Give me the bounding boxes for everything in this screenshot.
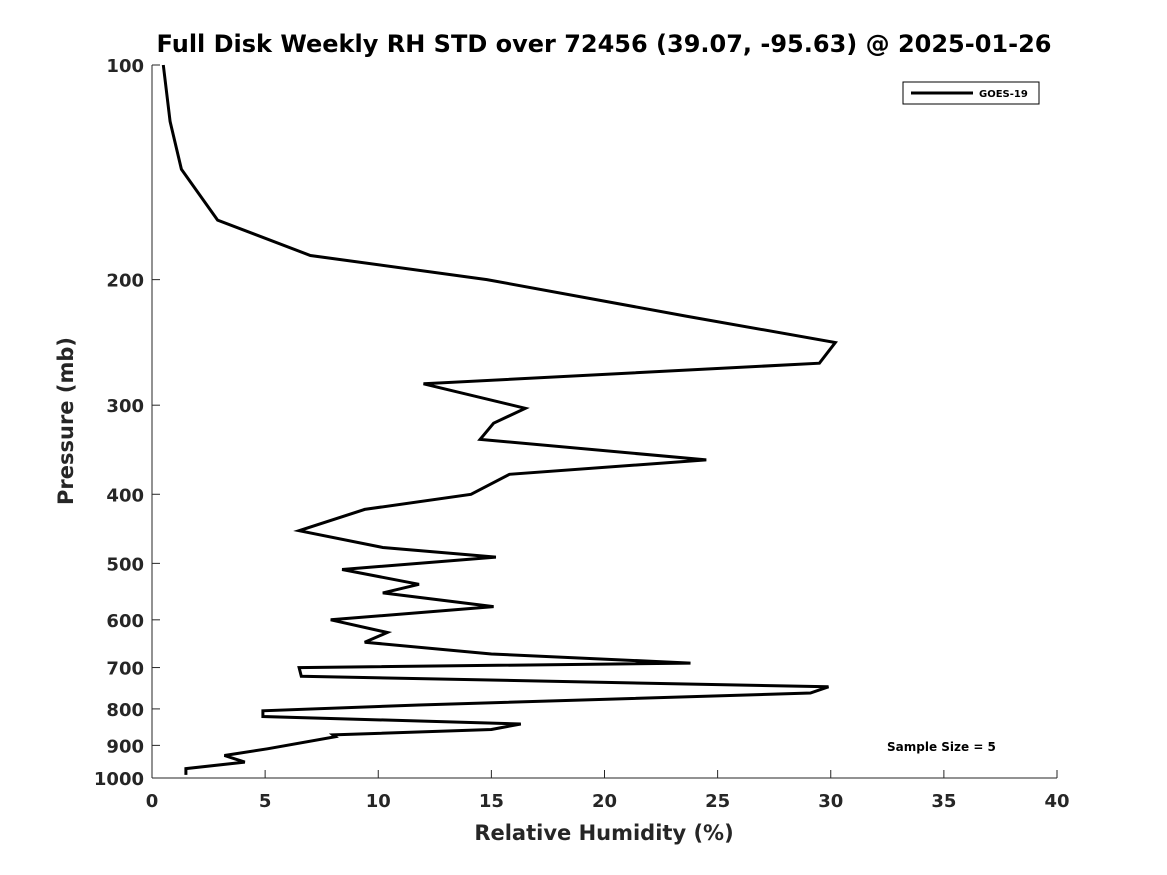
y-tick-label: 700 bbox=[106, 659, 144, 680]
y-tick-label: 900 bbox=[106, 736, 144, 757]
x-tick-label: 30 bbox=[818, 791, 843, 812]
x-tick-label: 20 bbox=[592, 791, 617, 812]
y-tick-label: 800 bbox=[106, 700, 144, 721]
x-tick-label: 15 bbox=[479, 791, 504, 812]
x-tick-label: 40 bbox=[1044, 791, 1069, 812]
y-tick-label: 1000 bbox=[94, 769, 144, 790]
y-axis-label: Pressure (mb) bbox=[54, 337, 78, 505]
series-line-goes-19 bbox=[161, 64, 838, 775]
y-tick-label: 200 bbox=[106, 271, 144, 292]
chart-title: Full Disk Weekly RH STD over 72456 (39.0… bbox=[157, 30, 1052, 58]
x-tick-label: 35 bbox=[931, 791, 956, 812]
y-tick-label: 100 bbox=[106, 56, 144, 77]
y-ticks: 100 200 300 400 500 600 700 800 900 1000 bbox=[94, 56, 160, 790]
x-axis-label: Relative Humidity (%) bbox=[474, 821, 733, 845]
sample-size-annotation: Sample Size = 5 bbox=[887, 740, 996, 754]
y-tick-label: 300 bbox=[106, 396, 144, 417]
x-tick-label: 0 bbox=[146, 791, 159, 812]
series-lines bbox=[161, 64, 838, 775]
x-tick-label: 5 bbox=[259, 791, 272, 812]
legend: GOES-19 bbox=[902, 81, 1040, 105]
legend-entry-goes-19: GOES-19 bbox=[979, 89, 1028, 100]
x-tick-label: 25 bbox=[705, 791, 730, 812]
y-tick-label: 600 bbox=[106, 611, 144, 632]
x-ticks: 0 5 10 15 20 25 30 35 40 bbox=[146, 770, 1070, 812]
y-tick-label: 400 bbox=[106, 485, 144, 506]
y-tick-label: 500 bbox=[106, 554, 144, 575]
x-tick-label: 10 bbox=[366, 791, 391, 812]
